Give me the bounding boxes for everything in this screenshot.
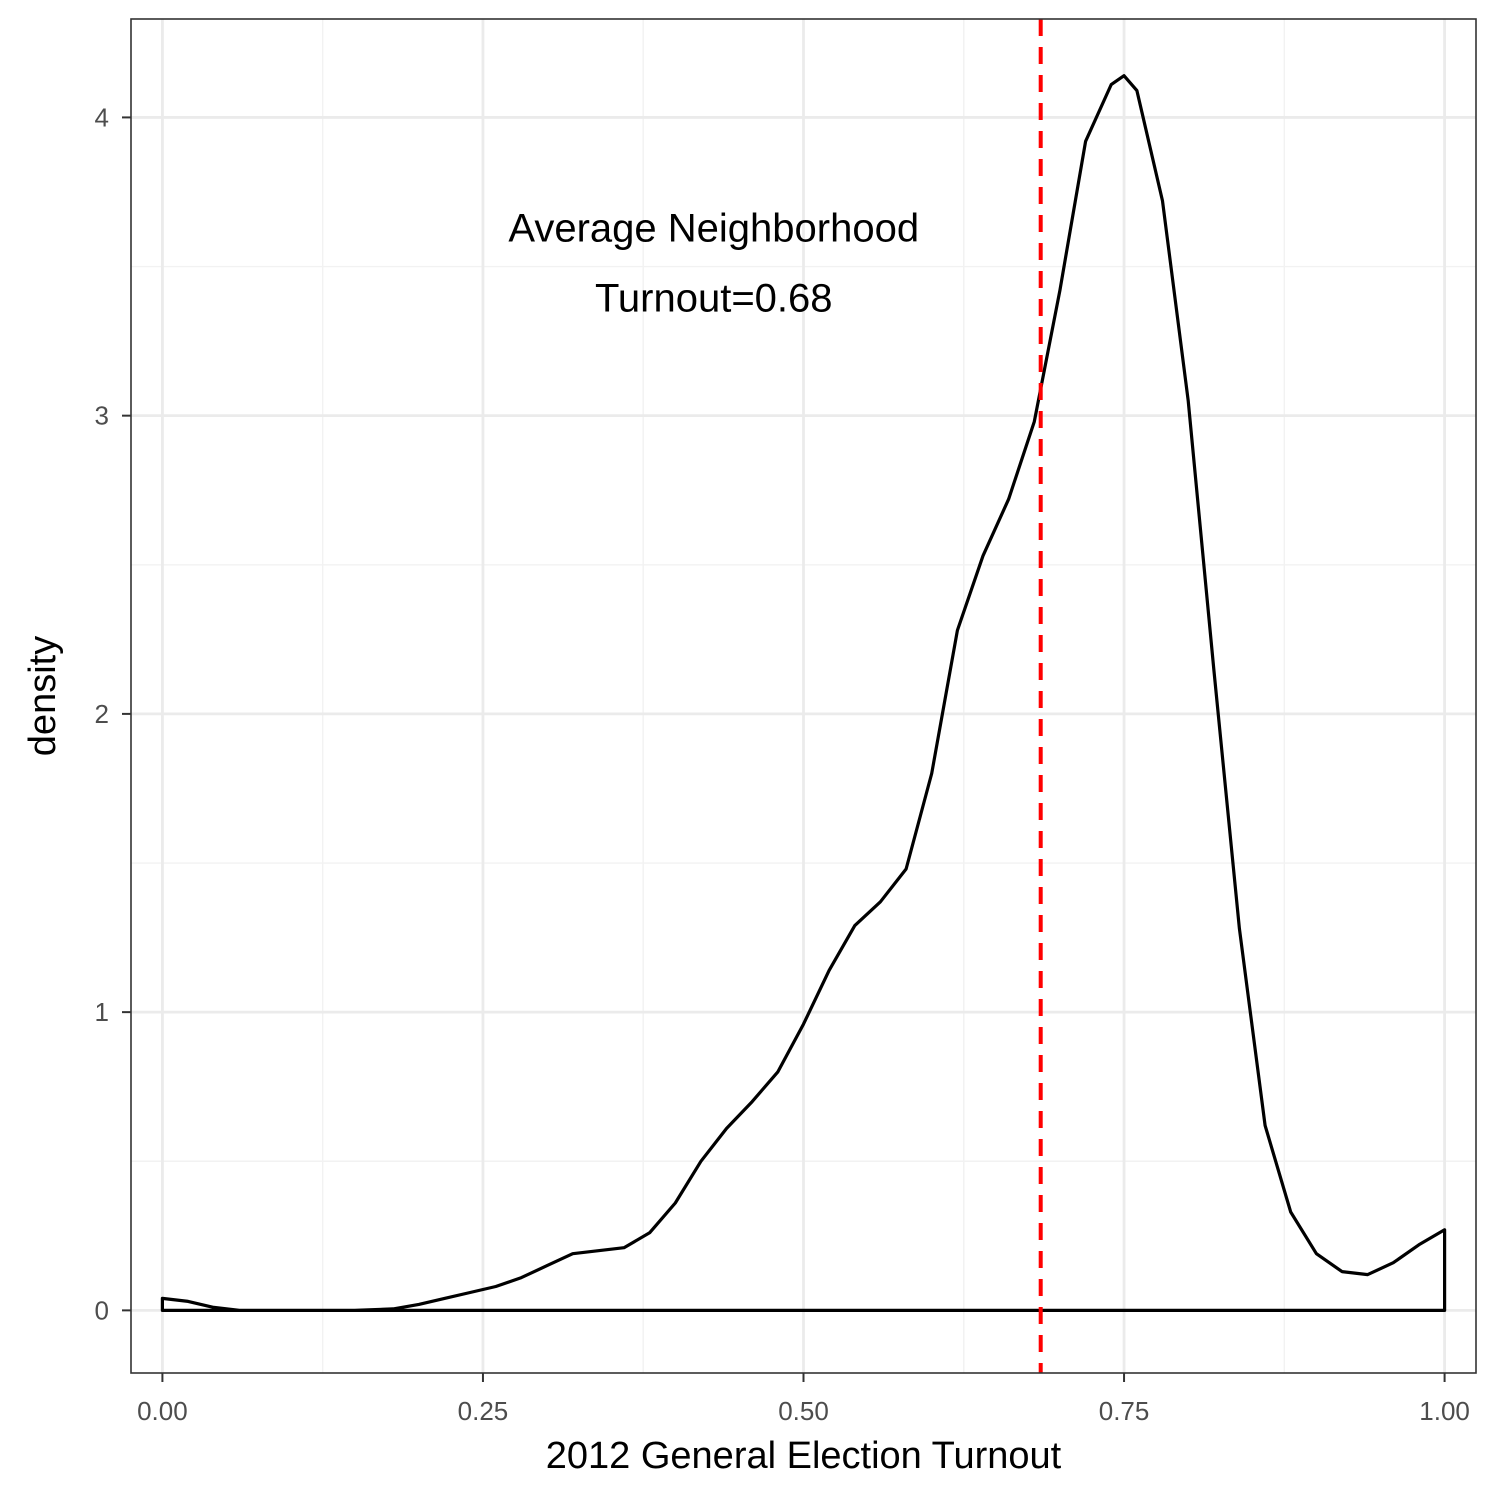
x-tick-label: 0.50: [778, 1396, 829, 1426]
y-tick-label: 1: [95, 997, 109, 1027]
density-series: [160, 74, 1447, 1312]
density-curve: [160, 74, 1447, 1312]
y-tick-label: 2: [95, 699, 109, 729]
x-tick-label: 0.00: [137, 1396, 188, 1426]
annotation: Average Neighborhood Turnout=0.68: [508, 206, 919, 320]
y-tick-label: 3: [95, 401, 109, 431]
x-tick-label: 0.25: [458, 1396, 509, 1426]
annotation-line: Average Neighborhood: [508, 206, 919, 250]
y-tick-label: 0: [95, 1295, 109, 1325]
annotation-line: Turnout=0.68: [595, 276, 833, 320]
x-axis: 0.00 0.25 0.50 0.75 1.00: [137, 1373, 1470, 1426]
y-tick-label: 4: [95, 102, 109, 132]
x-axis-title: 2012 General Election Turnout: [546, 1435, 1062, 1477]
y-axis: 0 1 2 3 4: [95, 102, 131, 1325]
x-tick-label: 0.75: [1099, 1396, 1150, 1426]
y-axis-title: density: [22, 636, 64, 756]
x-tick-label: 1.00: [1419, 1396, 1470, 1426]
